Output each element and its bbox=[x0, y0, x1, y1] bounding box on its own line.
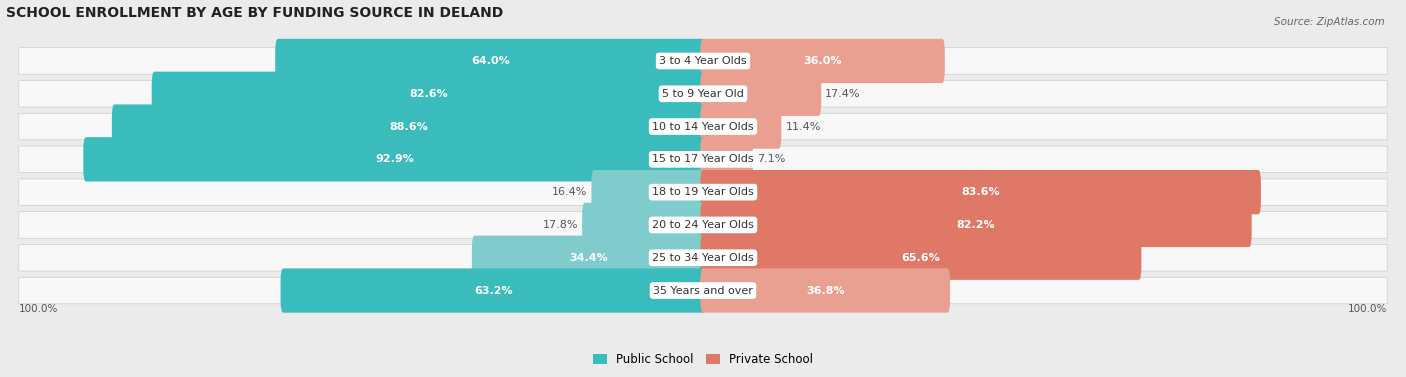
FancyBboxPatch shape bbox=[152, 72, 706, 116]
Text: 16.4%: 16.4% bbox=[553, 187, 588, 197]
FancyBboxPatch shape bbox=[18, 146, 1388, 173]
Text: Source: ZipAtlas.com: Source: ZipAtlas.com bbox=[1274, 17, 1385, 27]
Text: 25 to 34 Year Olds: 25 to 34 Year Olds bbox=[652, 253, 754, 263]
Text: SCHOOL ENROLLMENT BY AGE BY FUNDING SOURCE IN DELAND: SCHOOL ENROLLMENT BY AGE BY FUNDING SOUR… bbox=[6, 6, 503, 20]
FancyBboxPatch shape bbox=[700, 268, 950, 313]
Text: 7.1%: 7.1% bbox=[756, 154, 785, 164]
FancyBboxPatch shape bbox=[18, 113, 1388, 140]
Text: 88.6%: 88.6% bbox=[389, 121, 427, 132]
Legend: Public School, Private School: Public School, Private School bbox=[588, 349, 818, 371]
FancyBboxPatch shape bbox=[83, 137, 706, 181]
Text: 100.0%: 100.0% bbox=[1348, 303, 1388, 314]
FancyBboxPatch shape bbox=[592, 170, 706, 214]
FancyBboxPatch shape bbox=[112, 104, 706, 149]
Text: 36.0%: 36.0% bbox=[803, 56, 842, 66]
FancyBboxPatch shape bbox=[18, 179, 1388, 205]
FancyBboxPatch shape bbox=[700, 137, 752, 181]
Text: 17.4%: 17.4% bbox=[825, 89, 860, 99]
Text: 83.6%: 83.6% bbox=[962, 187, 1000, 197]
Text: 36.8%: 36.8% bbox=[806, 285, 845, 296]
FancyBboxPatch shape bbox=[700, 203, 1251, 247]
Text: 20 to 24 Year Olds: 20 to 24 Year Olds bbox=[652, 220, 754, 230]
FancyBboxPatch shape bbox=[700, 236, 1142, 280]
FancyBboxPatch shape bbox=[18, 80, 1388, 107]
Text: 17.8%: 17.8% bbox=[543, 220, 578, 230]
FancyBboxPatch shape bbox=[18, 244, 1388, 271]
Text: 92.9%: 92.9% bbox=[375, 154, 413, 164]
Text: 82.6%: 82.6% bbox=[409, 89, 449, 99]
Text: 35 Years and over: 35 Years and over bbox=[652, 285, 754, 296]
Text: 63.2%: 63.2% bbox=[474, 285, 512, 296]
FancyBboxPatch shape bbox=[700, 170, 1261, 214]
Text: 100.0%: 100.0% bbox=[18, 303, 58, 314]
Text: 11.4%: 11.4% bbox=[786, 121, 821, 132]
FancyBboxPatch shape bbox=[18, 211, 1388, 238]
FancyBboxPatch shape bbox=[472, 236, 706, 280]
FancyBboxPatch shape bbox=[276, 39, 706, 83]
Text: 10 to 14 Year Olds: 10 to 14 Year Olds bbox=[652, 121, 754, 132]
FancyBboxPatch shape bbox=[700, 104, 782, 149]
Text: 3 to 4 Year Olds: 3 to 4 Year Olds bbox=[659, 56, 747, 66]
FancyBboxPatch shape bbox=[700, 72, 821, 116]
FancyBboxPatch shape bbox=[700, 39, 945, 83]
Text: 5 to 9 Year Old: 5 to 9 Year Old bbox=[662, 89, 744, 99]
FancyBboxPatch shape bbox=[582, 203, 706, 247]
Text: 18 to 19 Year Olds: 18 to 19 Year Olds bbox=[652, 187, 754, 197]
Text: 64.0%: 64.0% bbox=[471, 56, 510, 66]
FancyBboxPatch shape bbox=[18, 277, 1388, 304]
FancyBboxPatch shape bbox=[281, 268, 706, 313]
Text: 15 to 17 Year Olds: 15 to 17 Year Olds bbox=[652, 154, 754, 164]
FancyBboxPatch shape bbox=[18, 48, 1388, 74]
Text: 65.6%: 65.6% bbox=[901, 253, 941, 263]
Text: 34.4%: 34.4% bbox=[569, 253, 609, 263]
Text: 82.2%: 82.2% bbox=[956, 220, 995, 230]
